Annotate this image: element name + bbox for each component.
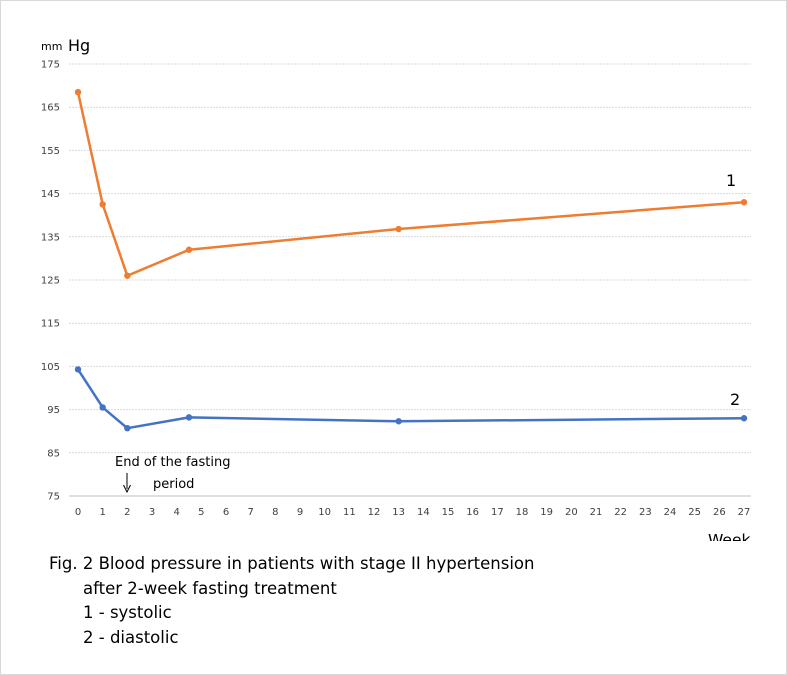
series-2-line [76,368,745,430]
x-tick-26: 26 [713,507,726,518]
y-tick-135: 135 [41,232,60,243]
x-tick-2: 2 [124,507,130,518]
x-tick-16: 16 [466,507,479,518]
x-axis-label: Week [708,531,750,541]
y-tick-labels: 75 85 95 105 115 125 135 145 155 165 175 [41,60,60,503]
series-1-point-0 [74,88,82,96]
x-tick-17: 17 [491,507,504,518]
series-2-label: 2 [730,390,740,409]
series-2-point-0 [74,366,82,373]
series-2-point-4 [395,418,402,425]
x-tick-12: 12 [368,507,381,518]
x-tick-27: 27 [738,507,751,518]
caption-line-3: 1 - systolic [83,603,172,622]
x-tick-14: 14 [417,507,430,518]
x-tick-8: 8 [272,507,278,518]
series-2-point-1 [99,404,106,411]
x-tick-20: 20 [565,507,578,518]
gridlines [69,63,751,497]
x-tick-13: 13 [392,507,405,518]
x-tick-24: 24 [664,507,677,518]
x-tick-1: 1 [99,507,105,518]
y-tick-105: 105 [41,362,60,373]
y-tick-85: 85 [47,448,60,459]
x-tick-21: 21 [590,507,603,518]
annotation-line-1: End of the fasting [115,455,230,470]
series-2-point-3 [185,414,193,421]
y-tick-95: 95 [47,405,60,416]
x-tick-18: 18 [516,507,529,518]
x-tick-5: 5 [198,507,204,518]
annotation-line-2: period [153,477,194,492]
series-1-point-5 [740,199,748,206]
x-tick-6: 6 [223,507,229,518]
caption-line-4: 2 - diastolic [83,627,179,647]
series-2-point-5 [740,415,748,422]
x-tick-9: 9 [297,507,303,518]
x-tick-22: 22 [614,507,627,518]
series-1-label: 1 [726,171,736,190]
series-1-line [76,91,745,277]
caption-line-1: Fig. 2 Blood pressure in patients with s… [49,554,535,573]
series-1-point-3 [185,246,193,253]
y-tick-75: 75 [47,492,60,503]
series-2-point-2 [124,424,131,432]
y-tick-125: 125 [41,276,60,287]
x-tick-23: 23 [639,507,652,518]
x-tick-19: 19 [540,507,553,518]
caption-line-2: after 2-week fasting treatment [83,578,337,598]
series-1-point-4 [395,225,402,233]
y-tick-115: 115 [41,319,60,330]
series-1-point-1 [99,201,106,208]
x-tick-4: 4 [173,507,179,518]
figure-caption: Fig. 2 Blood pressure in patients with s… [49,552,534,650]
x-tick-15: 15 [442,507,455,518]
x-tick-0: 0 [75,507,81,518]
y-tick-175: 175 [41,60,60,71]
y-axis-unit-small: mm [41,40,62,53]
x-tick-labels: 0 1 2 3 4 5 6 7 8 9 10 11 12 13 14 15 16 17 18 19 20 21 22 23 24… [75,507,751,518]
y-axis-unit-large: Hg [68,36,90,55]
y-tick-145: 145 [41,189,60,200]
y-tick-165: 165 [41,103,60,114]
series-1-point-2 [124,272,131,279]
x-tick-11: 11 [343,507,356,518]
x-tick-3: 3 [149,507,155,518]
x-tick-25: 25 [688,507,701,518]
x-tick-7: 7 [247,507,253,518]
x-tick-10: 10 [318,507,331,518]
annotation-arrow [123,473,131,494]
y-tick-155: 155 [41,146,60,157]
series-group [74,88,748,432]
